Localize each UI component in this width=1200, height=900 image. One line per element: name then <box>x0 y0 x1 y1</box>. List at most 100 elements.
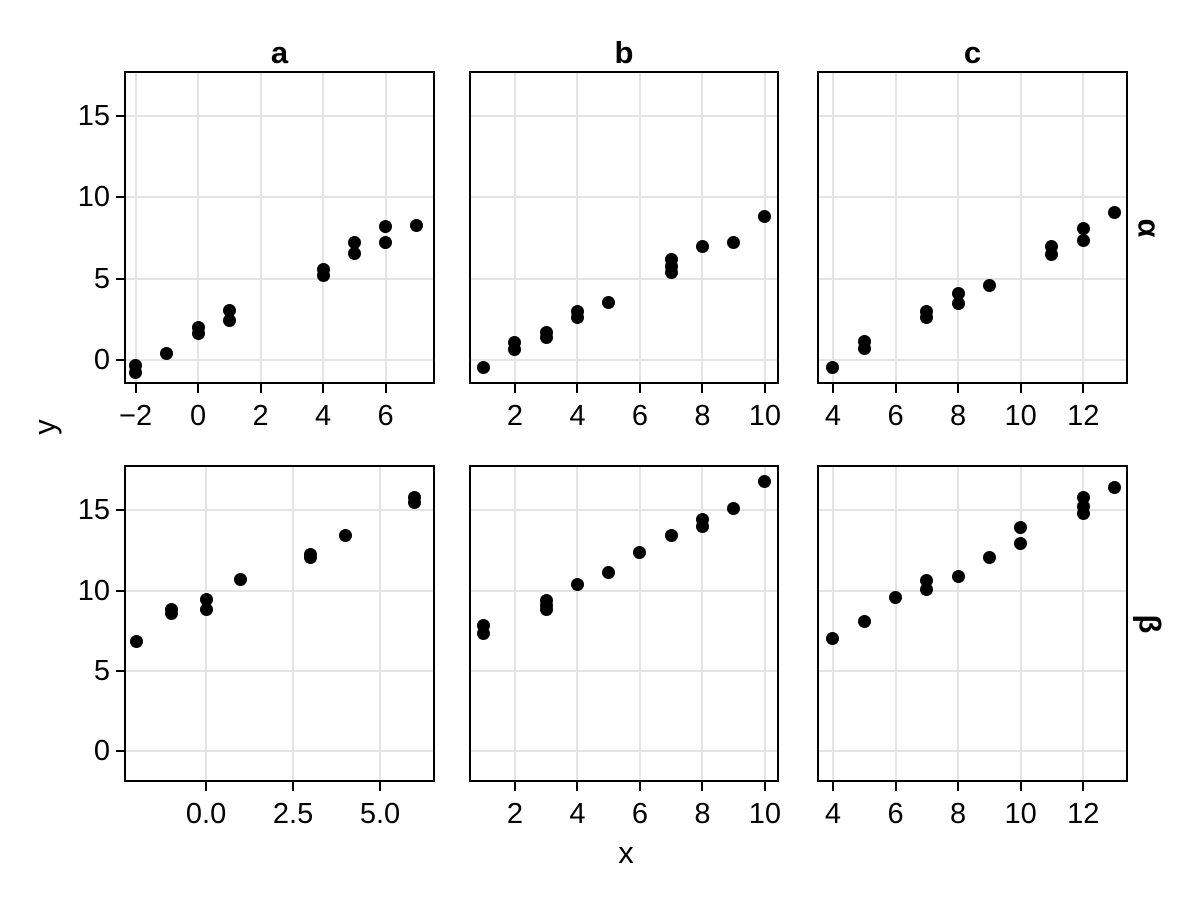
panel-border <box>817 71 1128 384</box>
data-point <box>826 361 840 375</box>
gridline-vertical <box>638 71 641 384</box>
data-point <box>1014 521 1028 535</box>
gridline-horizontal <box>817 589 1128 592</box>
y-tick-mark <box>116 358 124 361</box>
y-tick-mark <box>116 750 124 753</box>
x-tick-label: −2 <box>119 400 153 432</box>
data-point <box>477 626 491 640</box>
gridline-vertical <box>205 465 208 782</box>
data-point <box>758 210 772 224</box>
x-tick-label: 4 <box>569 798 586 830</box>
data-point <box>982 279 996 293</box>
y-tick-label: 5 <box>93 262 110 295</box>
x-tick-mark <box>379 782 382 791</box>
gridline-vertical <box>322 71 325 384</box>
data-point <box>1014 537 1028 551</box>
x-tick-label: 10 <box>748 798 782 830</box>
gridline-horizontal <box>817 358 1128 361</box>
data-point <box>695 519 709 533</box>
data-point <box>857 614 871 628</box>
facet-panel-alpha-a <box>124 71 435 384</box>
data-point <box>199 602 213 616</box>
panel-border <box>817 465 1128 782</box>
gridline-vertical <box>1082 465 1085 782</box>
gridline-vertical <box>763 465 766 782</box>
data-point <box>408 495 422 509</box>
data-point <box>508 342 522 356</box>
y-tick-label: 15 <box>77 100 110 133</box>
gridline-horizontal <box>469 115 779 118</box>
gridline-horizontal <box>469 358 779 361</box>
panel-border <box>469 71 779 384</box>
gridline-horizontal <box>817 669 1128 672</box>
y-tick-mark <box>116 277 124 280</box>
x-tick-mark <box>513 384 516 393</box>
y-tick-label: 10 <box>77 574 110 607</box>
gridline-vertical <box>831 465 834 782</box>
data-point <box>539 331 553 345</box>
facet-panel-beta-c <box>817 465 1128 782</box>
x-tick-mark <box>384 384 387 393</box>
x-tick-label: 0 <box>189 400 207 432</box>
gridline-vertical <box>638 465 641 782</box>
x-tick-mark <box>1019 782 1022 791</box>
data-point <box>951 569 965 583</box>
x-tick-label: 6 <box>377 400 394 432</box>
data-point <box>727 235 741 249</box>
panel-border <box>469 465 779 782</box>
gridline-vertical <box>1019 465 1022 782</box>
x-tick-mark <box>894 384 897 393</box>
data-point <box>316 268 330 282</box>
facet-panel-alpha-b <box>469 71 779 384</box>
gridline-horizontal <box>124 358 435 361</box>
x-tick-label: 12 <box>1067 400 1100 432</box>
data-point <box>1108 481 1122 495</box>
x-tick-mark <box>763 782 766 791</box>
gridline-horizontal <box>469 277 779 280</box>
gridline-vertical <box>513 71 516 384</box>
facet-row-strip-beta: β <box>1128 465 1170 782</box>
x-tick-label: 4 <box>315 400 332 432</box>
data-point <box>889 591 903 605</box>
y-tick-label: 5 <box>93 654 110 687</box>
data-point <box>1045 247 1059 261</box>
facet-panel-beta-a <box>124 465 435 782</box>
x-tick-label: 2 <box>506 798 523 830</box>
gridline-horizontal <box>817 509 1128 512</box>
data-point <box>951 297 965 311</box>
gridline-horizontal <box>817 277 1128 280</box>
y-tick-mark <box>116 589 124 592</box>
x-tick-mark <box>638 782 641 791</box>
data-point <box>1076 221 1090 235</box>
x-tick-mark <box>638 384 641 393</box>
y-tick-mark <box>116 509 124 512</box>
gridline-horizontal <box>469 196 779 199</box>
x-tick-label: 4 <box>824 798 842 830</box>
data-point <box>303 551 317 565</box>
gridline-vertical <box>197 71 200 384</box>
x-tick-label: 8 <box>694 400 711 432</box>
data-point <box>758 474 772 488</box>
gridline-vertical <box>701 465 704 782</box>
x-tick-label: 10 <box>748 400 782 432</box>
x-tick-mark <box>831 782 834 791</box>
gridline-horizontal <box>469 509 779 512</box>
x-tick-label: 6 <box>887 798 904 830</box>
data-point <box>633 546 647 560</box>
data-point <box>1108 206 1122 220</box>
data-point <box>920 583 934 597</box>
gridline-horizontal <box>124 589 435 592</box>
gridline-vertical <box>134 71 137 384</box>
data-point <box>347 236 361 250</box>
data-point <box>130 634 144 648</box>
y-tick-label: 15 <box>77 494 110 527</box>
data-point <box>222 303 236 317</box>
x-tick-mark <box>292 782 295 791</box>
data-point <box>410 218 424 232</box>
data-point <box>379 220 393 234</box>
gridline-horizontal <box>124 196 435 199</box>
data-point <box>539 603 553 617</box>
data-point <box>727 501 741 515</box>
data-point <box>570 578 584 592</box>
